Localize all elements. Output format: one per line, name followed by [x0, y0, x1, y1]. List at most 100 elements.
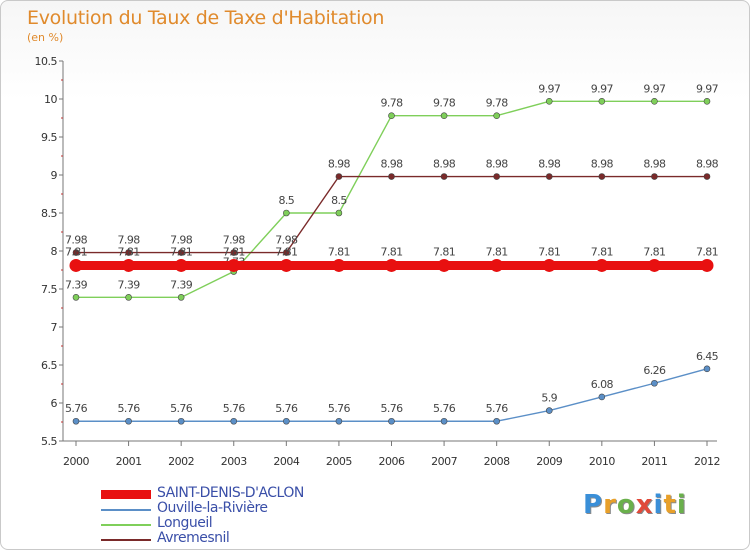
data-label: 8.98 [380, 158, 403, 171]
data-label: 7.98 [65, 234, 88, 247]
legend-label: SAINT-DENIS-D'ACLON [157, 485, 304, 501]
data-point [440, 112, 448, 120]
data-label: 9.97 [643, 82, 666, 95]
data-point [598, 393, 606, 401]
legend-label: Avremesnil [157, 530, 230, 546]
data-point [230, 417, 238, 425]
x-tick-label: 2010 [589, 455, 615, 468]
data-point [125, 417, 132, 425]
data-point [125, 294, 132, 301]
data-label: 5.76 [433, 402, 456, 415]
data-label: 8.98 [433, 158, 456, 171]
data-label: 5.9 [541, 392, 557, 405]
y-tick-label: 10 [44, 93, 57, 106]
data-point [388, 417, 395, 425]
data-point [437, 258, 451, 272]
x-tick-label: 2003 [221, 455, 247, 468]
data-point [703, 173, 711, 180]
data-label: 7.81 [433, 245, 455, 258]
x-tick-label: 2005 [326, 455, 352, 468]
y-tick-label: 5.5 [41, 435, 57, 448]
data-point [335, 173, 343, 180]
data-label: 9.97 [538, 82, 561, 95]
data-point [230, 249, 238, 256]
data-label: 9.78 [433, 97, 456, 110]
data-label: 7.81 [643, 245, 665, 258]
data-point [651, 97, 658, 105]
data-point [598, 97, 606, 105]
data-label: 7.39 [65, 278, 88, 291]
data-point [493, 417, 500, 425]
legend-swatch [101, 539, 151, 541]
data-point [72, 294, 80, 301]
data-point [174, 258, 188, 272]
data-point [490, 258, 504, 272]
legend-label: Ouville-la-Rivière [157, 500, 268, 516]
proxiti-logo: Proxiti [583, 490, 687, 520]
data-point [542, 258, 556, 272]
y-tick-label: 7 [51, 321, 58, 334]
data-label: 9.97 [591, 82, 614, 95]
x-tick-label: 2001 [116, 455, 142, 468]
data-label: 8.5 [331, 194, 347, 207]
data-label: 5.76 [380, 402, 403, 415]
data-label: 7.81 [696, 245, 718, 258]
data-label: 7.98 [170, 234, 193, 247]
data-label: 7.98 [275, 234, 298, 247]
data-point [332, 258, 346, 272]
data-point [651, 379, 658, 387]
data-label: 7.81 [328, 245, 350, 258]
data-point [388, 112, 395, 120]
data-point [440, 173, 448, 180]
data-point [283, 209, 290, 217]
data-point [177, 294, 185, 301]
legend-swatch [101, 490, 151, 499]
data-point [703, 365, 711, 373]
x-tick-label: 2007 [431, 455, 457, 468]
data-point [545, 407, 553, 414]
data-point [177, 249, 185, 256]
data-label: 5.76 [328, 402, 351, 415]
data-label: 8.98 [538, 158, 561, 171]
y-tick-label: 10.5 [35, 55, 58, 68]
data-label: 5.76 [170, 402, 193, 415]
data-point [335, 417, 343, 425]
data-label: 9.78 [380, 97, 403, 110]
data-point [385, 258, 398, 272]
data-label: 8.5 [278, 194, 294, 207]
data-label: 7.81 [65, 245, 87, 258]
y-tick-label: 9 [51, 169, 58, 182]
data-label: 6.45 [696, 350, 719, 363]
data-label: 5.76 [223, 402, 246, 415]
data-point [72, 417, 80, 425]
data-point [335, 209, 343, 217]
data-label: 5.76 [65, 402, 88, 415]
data-point [700, 258, 714, 272]
data-label: 7.81 [223, 245, 245, 258]
y-tick-label: 9.5 [41, 131, 57, 144]
data-point [493, 112, 500, 120]
data-point [651, 173, 658, 180]
x-tick-label: 2000 [63, 455, 89, 468]
data-label: 8.98 [696, 158, 719, 171]
data-label: 8.98 [486, 158, 509, 171]
legend-swatch [101, 509, 151, 511]
x-tick-label: 2004 [273, 455, 299, 468]
y-tick-label: 6.5 [41, 359, 57, 372]
data-label: 7.39 [118, 278, 141, 291]
data-label: 7.81 [275, 245, 297, 258]
data-label: 7.81 [170, 245, 192, 258]
data-label: 8.98 [591, 158, 614, 171]
data-label: 7.81 [118, 245, 140, 258]
data-label: 7.81 [380, 245, 402, 258]
data-point [493, 173, 500, 180]
x-tick-label: 2008 [484, 455, 510, 468]
data-point [283, 417, 290, 425]
x-tick-label: 2009 [536, 455, 562, 468]
data-point [279, 258, 293, 272]
data-label: 7.39 [170, 278, 193, 291]
data-label: 7.81 [538, 245, 560, 258]
data-label: 7.81 [486, 245, 508, 258]
